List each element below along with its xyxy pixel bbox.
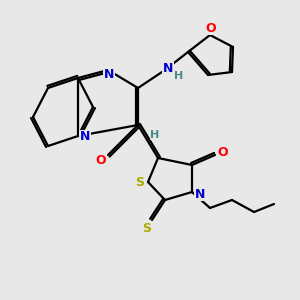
Text: S: S (136, 176, 145, 188)
Text: H: H (150, 130, 160, 140)
Text: H: H (174, 71, 184, 81)
Text: N: N (104, 68, 114, 82)
Text: S: S (142, 223, 152, 236)
Text: O: O (218, 146, 228, 158)
Text: N: N (163, 62, 173, 76)
Text: N: N (80, 130, 90, 143)
Text: O: O (206, 22, 216, 34)
Text: N: N (195, 188, 205, 200)
Text: O: O (96, 154, 106, 166)
